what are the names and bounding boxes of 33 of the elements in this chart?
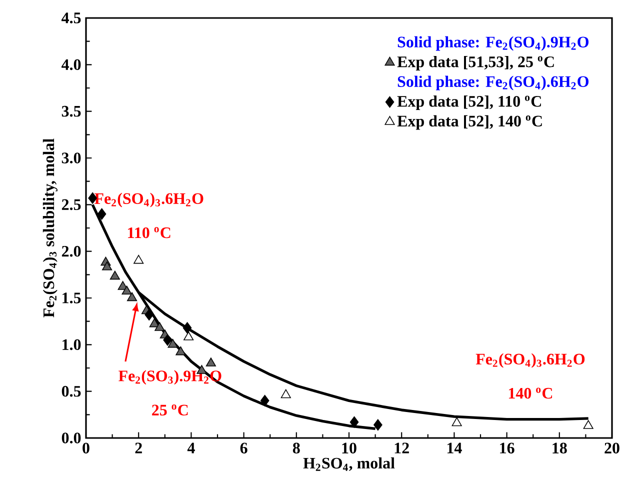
legend-label: Exp data [52], 140 $^{o}$C xyxy=(397,115,542,130)
x-tick-label: 16 xyxy=(500,442,514,454)
legend-label: Exp data [52], 110 $^{o}$C xyxy=(397,96,541,110)
legend-label: Exp data [51,53], 25 $^{o}$C xyxy=(397,56,554,70)
y-tick-label: 1.5 xyxy=(62,292,81,304)
x-axis-title: H$_{2}$SO$_{4}$, molal xyxy=(303,457,395,471)
y-tick-label: 4.0 xyxy=(62,59,81,70)
x-tick-label: 0 xyxy=(82,442,90,454)
text: Fe$_{2}$(SO$_{4}$)$_{3}$.6H$_{2}$O xyxy=(94,192,204,208)
y-tick-label: 3.0 xyxy=(62,152,81,164)
x-tick-label: 12 xyxy=(394,442,409,454)
x-tick-label: 20 xyxy=(604,442,620,454)
x-tick-label: 8 xyxy=(292,442,300,454)
x-tick-label: 14 xyxy=(447,442,462,454)
y-tick-label: 0.0 xyxy=(62,432,81,444)
x-tick-label: 2 xyxy=(135,442,142,454)
y-tick-label: 2.0 xyxy=(62,246,81,257)
annotation: 110 $^{o}$C xyxy=(128,227,170,238)
annotation: Solid phase: Fe$_{2}$(SO$_{4}$).6H$_{2}$O xyxy=(398,76,589,90)
x-tick-label: 18 xyxy=(552,442,567,454)
y-tick-label: 2.5 xyxy=(62,199,81,210)
y-tick-label: 3.5 xyxy=(62,106,81,117)
annotation: 140 $^{o}$C xyxy=(508,388,552,399)
x-tick-label: 6 xyxy=(240,442,248,454)
y-axis-title: Fe$_{2}$(SO$_{4}$)$_{3}$ solubility, molal xyxy=(42,138,58,318)
text: Fe$_{2}$(SO$_{4}$)$_{3}$.6H$_{2}$O xyxy=(476,353,585,368)
legend-title: Solid phase: Fe$_{2}$(SO$_{4}$).9H$_{2}$O xyxy=(398,36,589,51)
x-tick-label: 4 xyxy=(187,442,195,454)
annotation: 25 $^{o}$C xyxy=(152,404,188,416)
x-tick-label: 10 xyxy=(342,442,356,454)
y-tick-label: 0.5 xyxy=(62,386,81,397)
y-tick-label: 1.0 xyxy=(62,339,81,350)
y-tick-label: 4.5 xyxy=(62,12,81,24)
